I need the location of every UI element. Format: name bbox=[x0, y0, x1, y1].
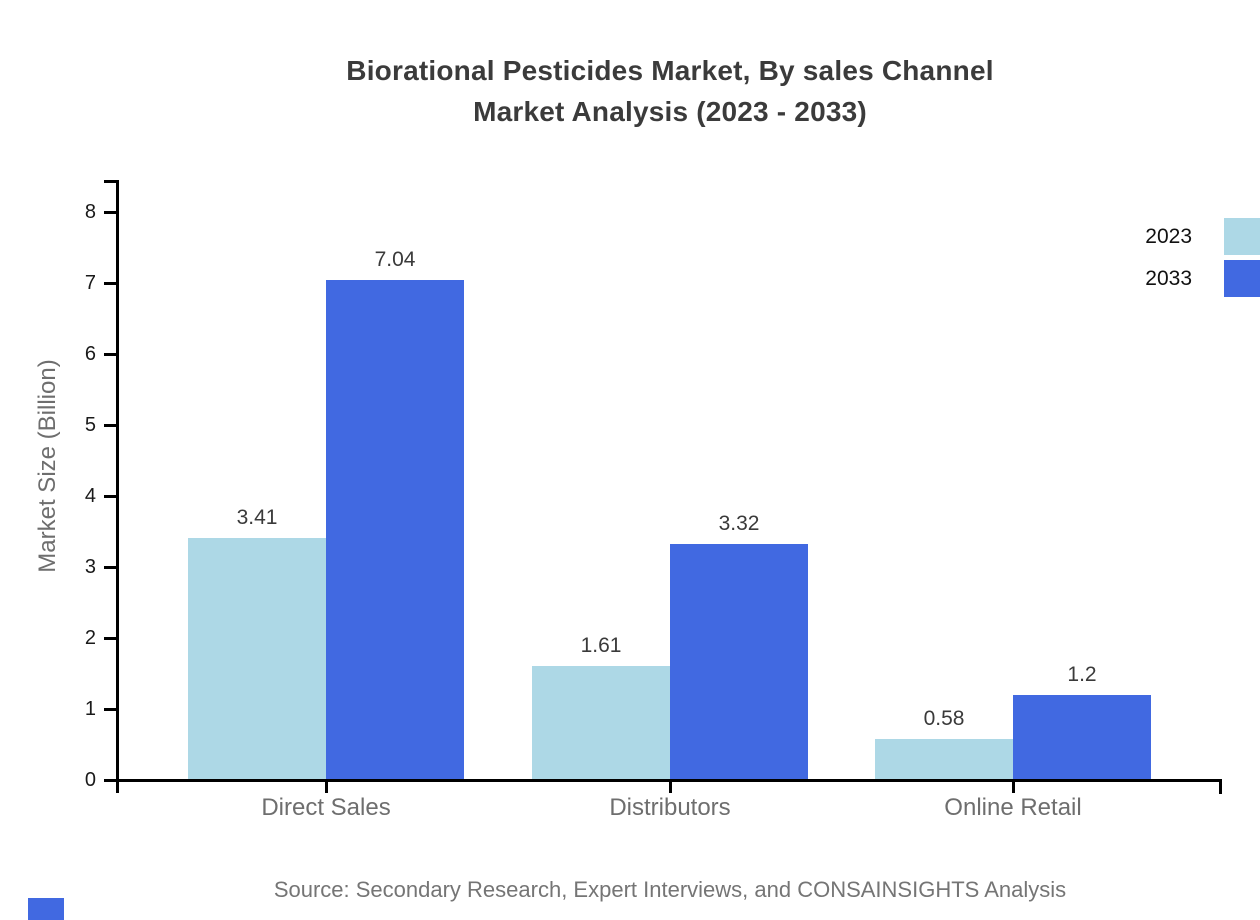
source-note: Source: Secondary Research, Expert Inter… bbox=[273, 877, 1067, 902]
legend-swatch-2033-icon bbox=[1224, 260, 1260, 297]
y-tick-2 bbox=[104, 637, 116, 640]
y-tick-0 bbox=[104, 779, 116, 782]
y-axis-endcap bbox=[104, 180, 116, 183]
y-tick-label-0: 0 bbox=[84, 769, 96, 791]
legend-swatch-2023-icon bbox=[1224, 218, 1260, 255]
bar-value-2023-distributors: 1.61 bbox=[580, 634, 622, 657]
y-axis-spine bbox=[116, 180, 119, 793]
x-tick-direct-sales bbox=[325, 781, 328, 793]
legend-item-2023: 2023 bbox=[1092, 218, 1260, 255]
x-axis-spine bbox=[116, 779, 1222, 782]
legend: 2023 2033 bbox=[1092, 218, 1260, 297]
y-tick-1 bbox=[104, 708, 116, 711]
bar-2033-online-retail bbox=[1013, 695, 1151, 780]
y-tick-label-1: 1 bbox=[84, 698, 96, 720]
bar-value-2033-distributors: 3.32 bbox=[718, 512, 760, 535]
y-tick-6 bbox=[104, 353, 116, 356]
y-tick-8 bbox=[104, 211, 116, 214]
bar-value-2023-online-retail: 0.58 bbox=[923, 707, 965, 730]
chart-title-line1: Biorational Pesticides Market, By sales … bbox=[346, 55, 994, 86]
legend-label-2033: 2033 bbox=[1145, 266, 1192, 290]
y-tick-label-5: 5 bbox=[84, 414, 96, 436]
bar-value-2023-direct-sales: 3.41 bbox=[236, 506, 278, 529]
chart-title-line2: Market Analysis (2023 - 2033) bbox=[473, 96, 867, 127]
y-tick-4 bbox=[104, 495, 116, 498]
y-tick-label-3: 3 bbox=[84, 556, 96, 578]
y-tick-label-6: 6 bbox=[84, 343, 96, 365]
x-axis-endcap bbox=[1219, 779, 1222, 794]
x-tick-online-retail bbox=[1012, 781, 1015, 793]
legend-item-2033: 2033 bbox=[1092, 260, 1260, 297]
y-tick-3 bbox=[104, 566, 116, 569]
bar-value-2033-direct-sales: 7.04 bbox=[374, 248, 416, 271]
y-tick-7 bbox=[104, 282, 116, 285]
bar-2033-distributors bbox=[670, 544, 808, 780]
y-tick-label-2: 2 bbox=[84, 627, 96, 649]
bar-2023-distributors bbox=[532, 666, 670, 780]
category-label-distributors: Distributors bbox=[609, 794, 731, 821]
x-tick-distributors bbox=[669, 781, 672, 793]
y-axis-title-text: Market Size (Billion) bbox=[34, 359, 61, 573]
y-tick-label-7: 7 bbox=[84, 272, 96, 294]
bar-value-2033-online-retail: 1.2 bbox=[1067, 663, 1097, 686]
y-tick-label-4: 4 bbox=[84, 485, 96, 507]
bar-2023-online-retail bbox=[875, 739, 1013, 780]
chart-title: Biorational Pesticides Market, By sales … bbox=[170, 50, 1170, 132]
y-tick-5 bbox=[104, 424, 116, 427]
category-label-online-retail: Online Retail bbox=[944, 794, 1082, 821]
y-tick-label-8: 8 bbox=[84, 201, 96, 223]
brand-watermark bbox=[28, 898, 64, 920]
bar-2033-direct-sales bbox=[326, 280, 464, 780]
bar-2023-direct-sales bbox=[188, 538, 326, 780]
category-label-direct-sales: Direct Sales bbox=[261, 794, 391, 821]
legend-label-2023: 2023 bbox=[1145, 224, 1192, 248]
